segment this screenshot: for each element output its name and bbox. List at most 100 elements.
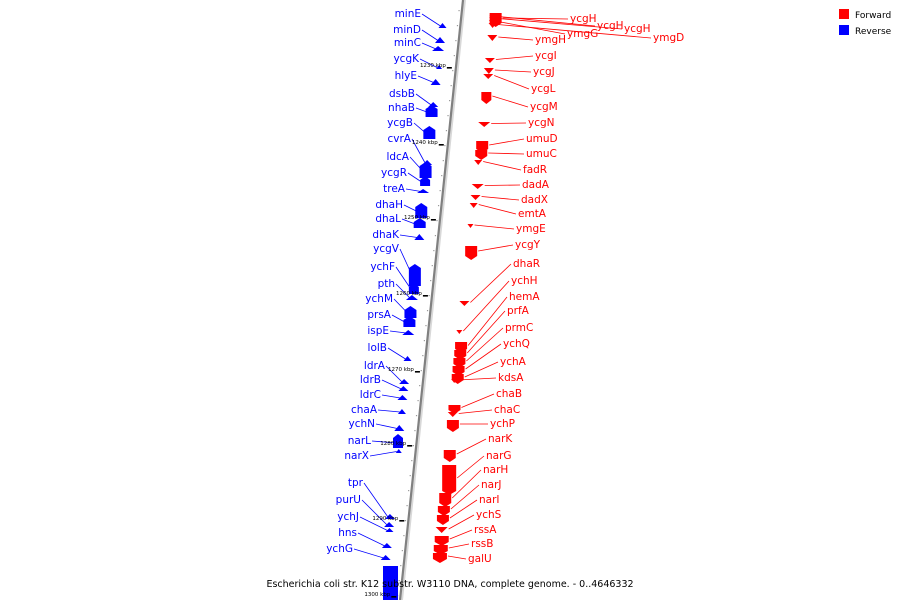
gene-feature-umuD[interactable]: [476, 141, 489, 149]
leader-line: [389, 330, 407, 334]
gene-feature-prmC[interactable]: [453, 358, 466, 364]
gene-feature-dhaK[interactable]: [414, 234, 425, 240]
gene-feature-ycgN[interactable]: [478, 122, 491, 127]
gene-feature-ycgV[interactable]: [408, 268, 421, 286]
gene-feature-bottom-reverse[interactable]: [383, 566, 398, 600]
leader-line: [465, 343, 502, 370]
gene-arrowhead: [413, 218, 426, 222]
gene-feature-ldrC[interactable]: [397, 395, 408, 400]
gene-feature-narJ[interactable]: [437, 506, 450, 512]
gene-feature-ychA[interactable]: [451, 374, 464, 380]
gene-feature-chaC[interactable]: [447, 412, 458, 417]
gene-feature-narL[interactable]: [393, 438, 404, 448]
leader-line: [399, 234, 418, 238]
leader-line: [466, 310, 506, 354]
gene-feature-ycgH[interactable]: [489, 17, 498, 22]
gene-arrowhead: [481, 100, 492, 104]
gene-label-forward: ycgH: [570, 13, 597, 25]
gene-feature-ychQ[interactable]: [452, 366, 465, 372]
leader-line: [456, 438, 487, 455]
gene-feature-pth[interactable]: [405, 295, 418, 300]
gene-feature-dhaH[interactable]: [415, 207, 428, 218]
gene-feature-chaB[interactable]: [448, 405, 461, 410]
gene-feature-ldrB[interactable]: [398, 386, 409, 391]
gene-label-reverse: lolB: [368, 342, 387, 354]
gene-feature-tpr[interactable]: [384, 514, 395, 519]
gene-feature-emtA[interactable]: [469, 203, 478, 208]
bp-tick: [438, 144, 444, 146]
gene-feature-narX[interactable]: [395, 449, 402, 453]
leader-line: [449, 529, 473, 540]
gene-feature-ldrA[interactable]: [399, 379, 410, 384]
gene-feature-ychN[interactable]: [394, 425, 405, 431]
gene-feature-purU[interactable]: [384, 522, 395, 527]
gene-feature-treA[interactable]: [417, 189, 430, 193]
gene-feature-fadR[interactable]: [474, 160, 483, 165]
gene-feature-dhaR[interactable]: [459, 301, 470, 306]
gene-arrowhead: [434, 542, 449, 546]
gene-feature-dhaL[interactable]: [413, 222, 426, 228]
gene-feature-prfA[interactable]: [454, 350, 467, 356]
gene-feature-ymgD[interactable]: [488, 23, 497, 28]
gene-feature-ycgI[interactable]: [484, 58, 495, 63]
gene-feature-chaA[interactable]: [397, 409, 406, 414]
gene-feature-ycgL[interactable]: [483, 74, 494, 79]
gene-feature-umuC[interactable]: [475, 150, 488, 156]
leader-line: [361, 499, 388, 526]
backbone-tick: [422, 355, 424, 357]
backbone-tick: [441, 175, 443, 177]
gene-feature-narG[interactable]: [442, 465, 457, 491]
gene-feature-ychH[interactable]: [456, 330, 463, 334]
leader-line: [464, 361, 499, 378]
gene-feature-ymgH[interactable]: [487, 35, 498, 41]
gene-feature-rssB[interactable]: [433, 545, 448, 551]
gene-feature-ycgR[interactable]: [420, 180, 431, 186]
gene-feature-hemA[interactable]: [455, 342, 468, 349]
legend-swatch-reverse: [839, 25, 849, 35]
gene-feature-narH[interactable]: [439, 493, 452, 503]
gene-feature-ychG[interactable]: [380, 555, 391, 560]
gene-label-forward: ycgH: [597, 20, 624, 32]
gene-label-reverse: ychF: [370, 261, 395, 273]
leader-line: [387, 347, 406, 360]
gene-feature-ycgM[interactable]: [481, 92, 492, 100]
leader-line: [395, 283, 411, 299]
gene-label-reverse: ispE: [367, 325, 389, 337]
gene-feature-ispE[interactable]: [402, 330, 415, 335]
gene-feature-narK[interactable]: [443, 450, 456, 458]
gene-feature-ychS[interactable]: [435, 527, 448, 533]
gene-feature-minD[interactable]: [435, 37, 446, 43]
gene-feature-ychM[interactable]: [404, 310, 417, 318]
gene-feature-ycgK[interactable]: [436, 65, 443, 69]
gene-arrowhead: [403, 316, 416, 320]
gene-feature-ycgB[interactable]: [423, 130, 436, 139]
gene-label-forward: hemA: [509, 291, 540, 303]
gene-feature-ldcA[interactable]: [419, 166, 432, 178]
gene-feature-rssA[interactable]: [434, 536, 449, 542]
gene-feature-ycgY[interactable]: [465, 246, 478, 256]
gene-label-reverse: minC: [394, 37, 421, 49]
gene-feature-galU[interactable]: [432, 553, 447, 559]
gene-feature-hns[interactable]: [381, 543, 392, 548]
backbone-tick: [420, 370, 422, 372]
gene-feature-ymgG[interactable]: [488, 20, 497, 25]
gene-feature-lolB[interactable]: [403, 356, 412, 361]
gene-feature-narI[interactable]: [436, 515, 449, 521]
gene-feature-minC[interactable]: [432, 46, 445, 51]
gene-feature-minE[interactable]: [438, 23, 447, 28]
gene-feature-ycgJ[interactable]: [483, 68, 494, 74]
gene-feature-hlyE[interactable]: [430, 79, 441, 85]
gene-feature-dadA[interactable]: [471, 184, 484, 189]
gene-feature-ychP[interactable]: [446, 420, 459, 428]
gene-feature-ymgE[interactable]: [467, 224, 474, 228]
gene-feature-prsA[interactable]: [403, 320, 416, 327]
gene-feature-nhaB[interactable]: [425, 109, 438, 117]
backbone-tick: [425, 325, 427, 327]
leader-line: [463, 280, 510, 332]
gene-label-forward: ychS: [476, 509, 502, 521]
gene-feature-ychF[interactable]: [408, 287, 419, 294]
backbone-tick: [449, 100, 451, 102]
gene-feature-kdsA[interactable]: [451, 379, 458, 383]
gene-feature-dadX[interactable]: [470, 195, 481, 200]
gene-feature-ychJ[interactable]: [385, 528, 394, 532]
